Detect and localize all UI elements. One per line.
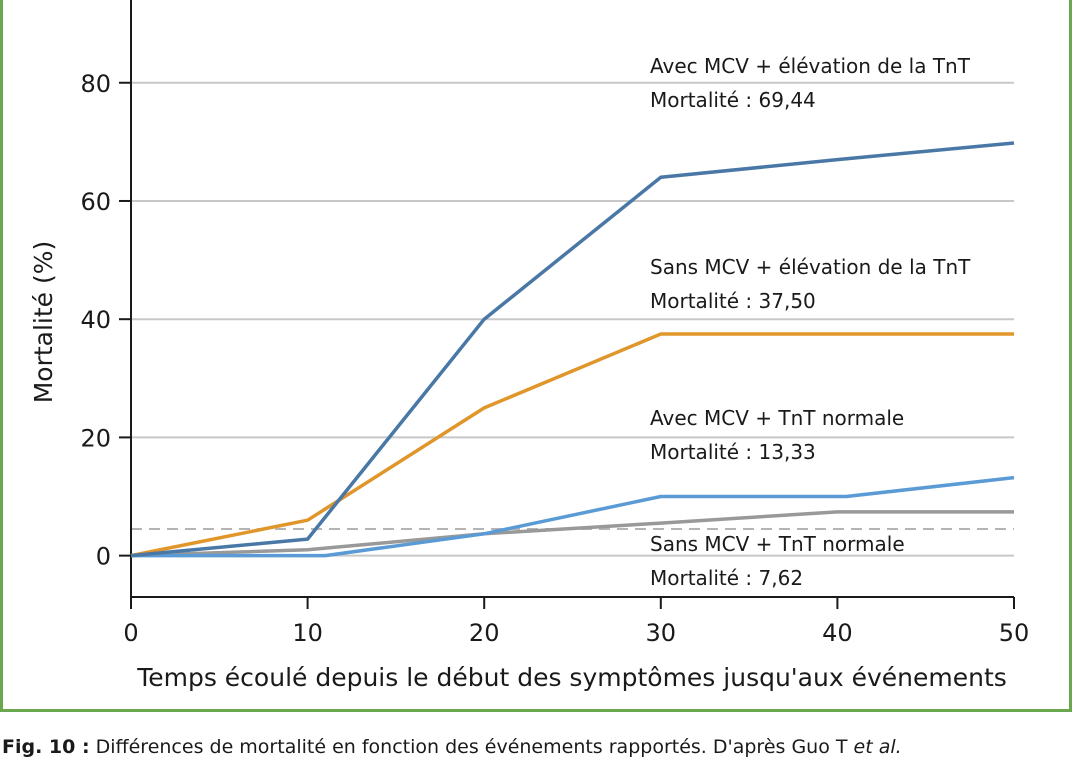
series-line-2 <box>131 475 1015 558</box>
annotation-value: Mortalité : 37,50 <box>650 289 816 313</box>
y-tick-label: 20 <box>80 424 111 452</box>
y-tick-label: 0 <box>96 543 111 571</box>
annotation-value: Mortalité : 13,33 <box>650 440 816 464</box>
annotation-value: Mortalité : 69,44 <box>650 88 816 112</box>
y-tick-label: 80 <box>80 70 111 98</box>
x-tick-label: 10 <box>292 619 323 647</box>
figure-frame <box>0 0 1072 712</box>
y-axis-title: Mortalité (%) <box>29 241 58 404</box>
series-line-0 <box>130 141 1015 558</box>
x-tick-label: 0 <box>123 619 138 647</box>
line-chart: 0 20 40 60 80 0 10 20 30 40 50 Avec MCV + élévatio… <box>29 0 1030 692</box>
series-line-1 <box>130 332 1014 558</box>
x-tick-label: 50 <box>999 619 1030 647</box>
y-tick-label: 40 <box>80 306 111 334</box>
annotation-label: Avec MCV + élévation de la TnT <box>650 54 971 78</box>
annotation-label: Sans MCV + élévation de la TnT <box>650 255 971 279</box>
x-tick-label: 40 <box>822 619 853 647</box>
annotation-label: Avec MCV + TnT normale <box>650 406 904 430</box>
annotation-value: Mortalité : 7,62 <box>650 566 803 590</box>
figure-caption: Fig. 10 : Différences de mortalité en fo… <box>2 736 1070 758</box>
x-tick-label: 30 <box>646 619 677 647</box>
y-tick-label: 60 <box>80 188 111 216</box>
x-axis-title: Temps écoulé depuis le début des symptôm… <box>136 663 1007 692</box>
series-line-3 <box>130 510 1014 558</box>
annotation-label: Sans MCV + TnT normale <box>650 532 905 556</box>
caption-label: Fig. 10 : <box>2 736 90 758</box>
caption-italic: et al. <box>853 736 902 758</box>
x-tick-label: 20 <box>469 619 500 647</box>
caption-text: Différences de mortalité en fonction des… <box>89 736 854 758</box>
